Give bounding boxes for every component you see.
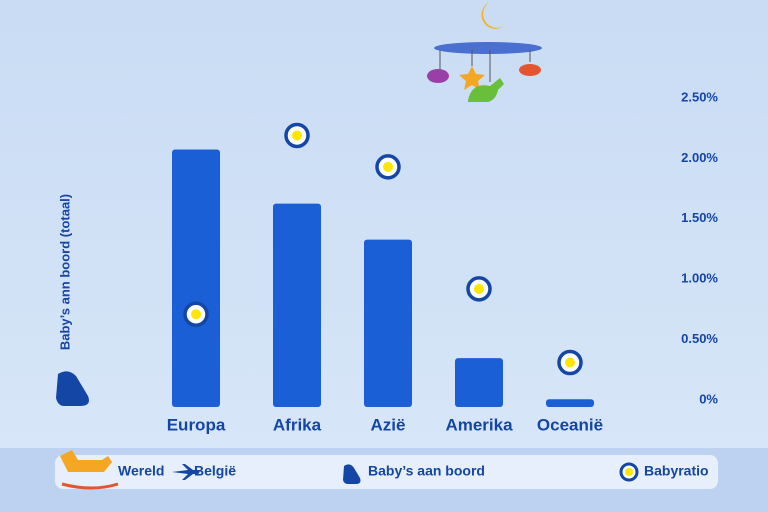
ratio-dot-core xyxy=(383,161,393,172)
y2-tick-label: 1.00% xyxy=(681,271,718,286)
x-tick-label: Oceanië xyxy=(537,415,603,434)
ratio-dot-core xyxy=(292,130,302,141)
legend-label: Babyratio xyxy=(644,463,709,479)
ratio-dot xyxy=(466,276,492,302)
ratio-dot xyxy=(284,122,310,149)
legend-route-from: Wereld xyxy=(118,463,164,479)
y2-tick-label: 0.50% xyxy=(681,331,718,346)
ratio-dot-core xyxy=(474,283,484,294)
bar xyxy=(273,203,321,407)
y2-tick-label: 2.50% xyxy=(681,89,718,104)
ratio-dot xyxy=(183,301,209,327)
seat-legend-icon xyxy=(343,464,361,484)
bar xyxy=(546,399,594,407)
ratio-dot xyxy=(375,154,401,180)
y-axis-label: Baby’s ann boord (totaal) xyxy=(57,194,72,350)
x-tick-label: Azië xyxy=(371,415,406,434)
ratio-dot-core xyxy=(565,357,575,368)
legend-label: Baby’s aan boord xyxy=(368,463,485,479)
x-tick-label: Amerika xyxy=(445,415,513,434)
y2-tick-label: 2.00% xyxy=(681,150,718,165)
y2-tick-label: 0% xyxy=(699,391,718,406)
bar xyxy=(455,358,503,407)
ratio-dot xyxy=(557,349,583,376)
bar xyxy=(172,149,220,407)
plane-icon xyxy=(172,464,200,480)
rocking-horse-icon xyxy=(60,450,119,490)
bar xyxy=(364,239,412,407)
y2-tick-label: 1.50% xyxy=(681,210,718,225)
car-seat-icon xyxy=(56,371,89,406)
x-tick-label: Afrika xyxy=(273,415,322,434)
legend-route-to: België xyxy=(194,463,236,479)
legend-box xyxy=(55,455,718,489)
ratio-legend-icon xyxy=(619,462,639,482)
mobile-decoration xyxy=(427,2,542,102)
ratio-dot-core xyxy=(191,309,201,320)
x-tick-label: Europa xyxy=(167,415,226,434)
